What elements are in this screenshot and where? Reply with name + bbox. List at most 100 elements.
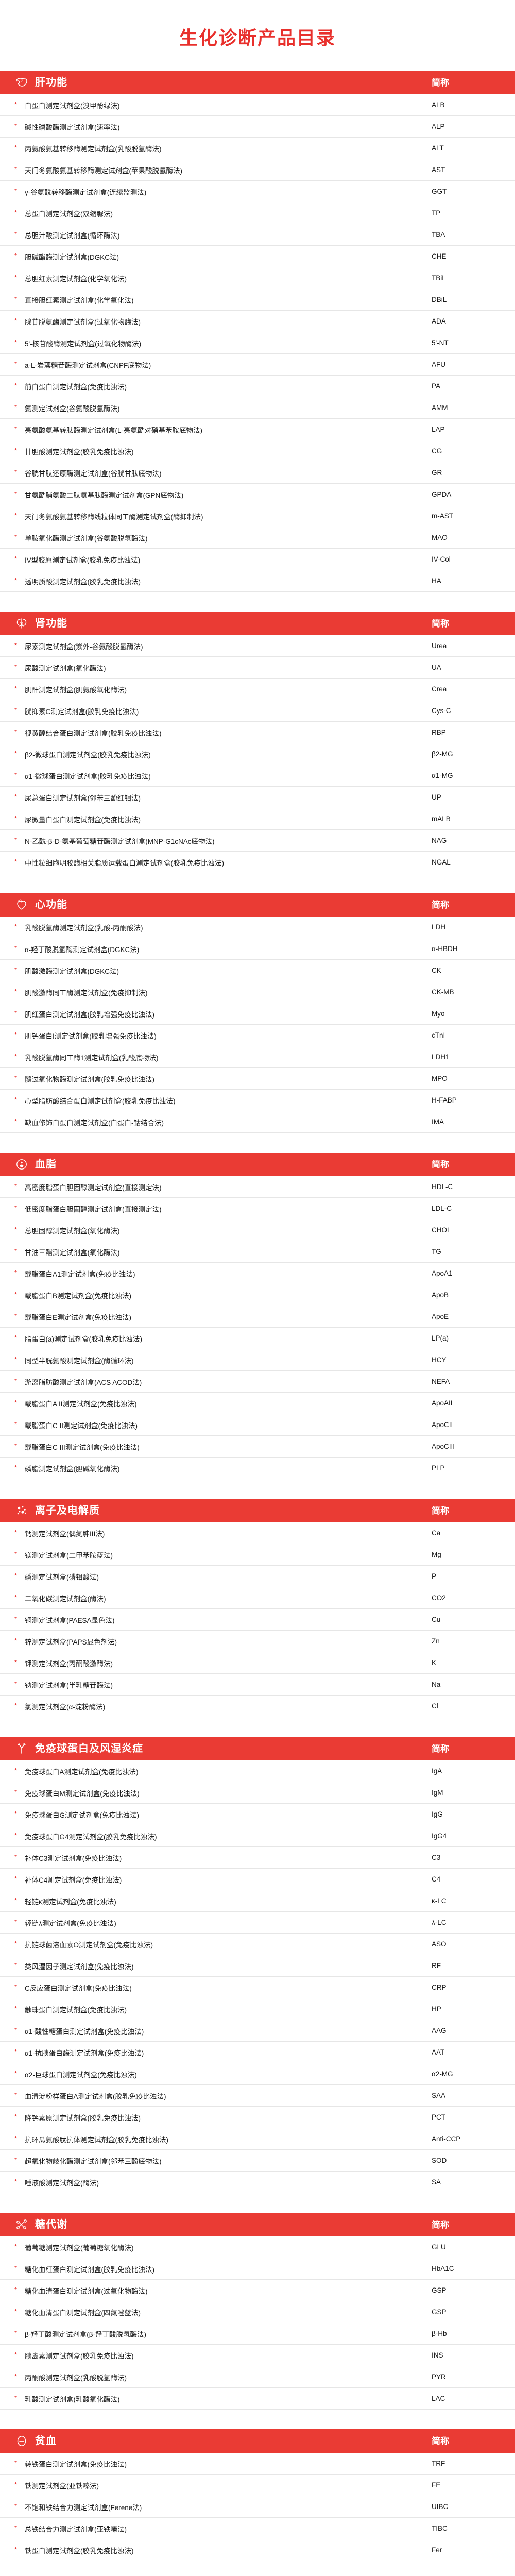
table-row[interactable]: * 低密度脂蛋白胆固醇测定试剂盒(直接测定法) LDL-C xyxy=(0,1198,515,1220)
table-row[interactable]: * 类风湿因子测定试剂盒(免疫比浊法) RF xyxy=(0,1955,515,1977)
table-row[interactable]: * 胰岛素测定试剂盒(胶乳免疫比浊法) INS xyxy=(0,2345,515,2367)
table-row[interactable]: * 游离脂肪酸测定试剂盒(ACS ACOD法) NEFA xyxy=(0,1371,515,1393)
table-row[interactable]: * a-L-岩藻糖苷酶测定试剂盒(CNPF底物法) AFU xyxy=(0,354,515,376)
table-row[interactable]: * 胆碱酯酶测定试剂盒(DGKC法) CHE xyxy=(0,246,515,268)
table-row[interactable]: * 乳酸脱氢酶同工酶1测定试剂盒(乳酸底物法) LDH1 xyxy=(0,1046,515,1069)
table-row[interactable]: * β2-微球蛋白测定试剂盒(胶乳免疫比浊法) β2-MG xyxy=(0,743,515,766)
table-row[interactable]: * 甘油三酯测定试剂盒(氧化酶法) TG xyxy=(0,1241,515,1263)
table-row[interactable]: * 铁测定试剂盒(亚铁嗪法) FE xyxy=(0,2475,515,2497)
table-row[interactable]: * 前白蛋白测定试剂盒(免疫比浊法) PA xyxy=(0,376,515,398)
table-row[interactable]: * 尿素测定试剂盒(紫外-谷氨酸脱氢酶法) Urea xyxy=(0,635,515,657)
table-row[interactable]: * 直接胆红素测定试剂盒(化学氧化法) DBiL xyxy=(0,289,515,311)
table-row[interactable]: * 糖化血清蛋白测定试剂盒(四氮唑蓝法) GSP xyxy=(0,2301,515,2324)
table-row[interactable]: * 抗链球菌溶血素O测定试剂盒(免疫比浊法) ASO xyxy=(0,1934,515,1956)
table-row[interactable]: * N-乙酰-β-D-氨基葡萄糖苷酶测定试剂盒(MNP-G1cNAc底物法) NAG xyxy=(0,830,515,852)
table-row[interactable]: * 载脂蛋白C II测定试剂盒(免疫比浊法) ApoCII xyxy=(0,1414,515,1436)
table-row[interactable]: * 轻链λ测定试剂盒(免疫比浊法) λ-LC xyxy=(0,1912,515,1934)
table-row[interactable]: * 轻链κ测定试剂盒(免疫比浊法) κ-LC xyxy=(0,1890,515,1912)
table-row[interactable]: * 甘胆酸测定试剂盒(胶乳免疫比浊法) CG xyxy=(0,440,515,463)
table-row[interactable]: * 髓过氧化物酶测定试剂盒(胶乳免疫比浊法) MPO xyxy=(0,1068,515,1090)
table-row[interactable]: * 抗环瓜氨酸肽抗体测定试剂盒(胶乳免疫比浊法) Anti-CCP xyxy=(0,2128,515,2150)
table-row[interactable]: * 亮氨酸氨基转肽酶测定试剂盒(L-亮氨酰对硝基苯胺底物法) LAP xyxy=(0,419,515,441)
table-row[interactable]: * 磷测定试剂盒(磷钼酸法) P xyxy=(0,1566,515,1588)
table-row[interactable]: * 尿微量白蛋白测定试剂盒(免疫比浊法) mALB xyxy=(0,808,515,831)
table-row[interactable]: * β-羟丁酸测定试剂盒(β-羟丁酸脱氢酶法) β-Hb xyxy=(0,2323,515,2345)
table-row[interactable]: * 唾液酸测定试剂盒(酶法) SA xyxy=(0,2172,515,2194)
table-row[interactable]: * 补体C4测定试剂盒(免疫比浊法) C4 xyxy=(0,1869,515,1891)
table-row[interactable]: * 单胺氧化酶测定试剂盒(谷氨酸脱氢酶法) MAO xyxy=(0,527,515,549)
table-row[interactable]: * 中性粒细胞明胶酶相关脂质运载蛋白测定试剂盒(胶乳免疫比浊法) NGAL xyxy=(0,852,515,874)
table-row[interactable]: * 载脂蛋白E测定试剂盒(免疫比浊法) ApoE xyxy=(0,1306,515,1328)
table-row[interactable]: * 心型脂肪酸结合蛋白测定试剂盒(胶乳免疫比浊法) H-FABP xyxy=(0,1090,515,1112)
table-row[interactable]: * 糖化血清蛋白测定试剂盒(过氧化物酶法) GSP xyxy=(0,2280,515,2302)
table-row[interactable]: * α1-酸性糖蛋白测定试剂盒(免疫比浊法) AAG xyxy=(0,2020,515,2042)
table-row[interactable]: * 载脂蛋白A1测定试剂盒(免疫比浊法) ApoA1 xyxy=(0,1263,515,1285)
table-row[interactable]: * 肌酸激酶同工酶测定试剂盒(免疫抑制法) CK-MB xyxy=(0,981,515,1004)
table-row[interactable]: * 钙测定试剂盒(偶氮胂III法) Ca xyxy=(0,1522,515,1545)
table-row[interactable]: * 同型半胱氨酸测定试剂盒(酶循环法) HCY xyxy=(0,1349,515,1371)
table-row[interactable]: * 肌酸激酶测定试剂盒(DGKC法) CK xyxy=(0,960,515,982)
table-row[interactable]: * 白蛋白测定试剂盒(溴甲酚绿法) ALB xyxy=(0,94,515,116)
table-row[interactable]: * 肌酐测定试剂盒(肌氨酸氧化酶法) Crea xyxy=(0,679,515,701)
table-row[interactable]: * 尿总蛋白测定试剂盒(邻苯三酚红钼法) UP xyxy=(0,787,515,809)
table-row[interactable]: * α-羟丁酸脱氢酶测定试剂盒(DGKC法) α-HBDH xyxy=(0,938,515,960)
table-row[interactable]: * 高密度脂蛋白胆固醇测定试剂盒(直接测定法) HDL-C xyxy=(0,1176,515,1198)
table-row[interactable]: * 丙氨酸氨基转移酶测定试剂盒(乳酸脱氢酶法) ALT xyxy=(0,138,515,160)
table-row[interactable]: * 5'-核苷酸酶测定试剂盒(过氧化物酶法) 5'-NT xyxy=(0,332,515,354)
table-row[interactable]: * 免疫球蛋白G4测定试剂盒(胶乳免疫比浊法) IgG4 xyxy=(0,1825,515,1848)
table-row[interactable]: * 磷脂测定试剂盒(胆碱氧化酶法) PLP xyxy=(0,1458,515,1480)
table-row[interactable]: * IV型胶原测定试剂盒(胶乳免疫比浊法) IV-Col xyxy=(0,549,515,571)
table-row[interactable]: * 触珠蛋白测定试剂盒(免疫比浊法) HP xyxy=(0,1998,515,2021)
table-row[interactable]: * 总蛋白测定试剂盒(双缩脲法) TP xyxy=(0,202,515,225)
table-row[interactable]: * 尿酸测定试剂盒(氧化酶法) UA xyxy=(0,657,515,679)
table-row[interactable]: * 载脂蛋白B测定试剂盒(免疫比浊法) ApoB xyxy=(0,1284,515,1307)
table-row[interactable]: * 碱性磷酸酶测定试剂盒(速率法) ALP xyxy=(0,116,515,138)
table-row[interactable]: * 视黄醇结合蛋白测定试剂盒(胶乳免疫比浊法) RBP xyxy=(0,722,515,744)
table-row[interactable]: * 免疫球蛋白M测定试剂盒(免疫比浊法) IgM xyxy=(0,1782,515,1804)
table-row[interactable]: * 天门冬氨酸氨基转移酶线粒体同工酶测定试剂盒(酶抑制法) m-AST xyxy=(0,505,515,528)
table-row[interactable]: * 葡萄糖测定试剂盒(葡萄糖氧化酶法) GLU xyxy=(0,2236,515,2259)
table-row[interactable]: * 肌钙蛋白I测定试剂盒(胶乳增强免疫比浊法) cTnI xyxy=(0,1025,515,1047)
table-row[interactable]: * 腺苷脱氨酶测定试剂盒(过氧化物酶法) ADA xyxy=(0,311,515,333)
table-row[interactable]: * 载脂蛋白A II测定试剂盒(免疫比浊法) ApoAII xyxy=(0,1393,515,1415)
table-row[interactable]: * 甘氨酰脯氨酸二肽氨基肽酶测定试剂盒(GPN底物法) GPDA xyxy=(0,484,515,506)
table-row[interactable]: * 总胆汁酸测定试剂盒(循环酶法) TBA xyxy=(0,224,515,246)
table-row[interactable]: * 总铁结合力测定试剂盒(亚铁嗪法) TIBC xyxy=(0,2518,515,2540)
table-row[interactable]: * 免疫球蛋白A测定试剂盒(免疫比浊法) IgA xyxy=(0,1760,515,1783)
table-row[interactable]: * 超氧化物歧化酶测定试剂盒(邻苯三酚底物法) SOD xyxy=(0,2150,515,2172)
table-row[interactable]: * 谷胱甘肽还原酶测定试剂盒(谷胱甘肽底物法) GR xyxy=(0,462,515,484)
table-row[interactable]: * 铁蛋白测定试剂盒(胶乳免疫比浊法) Fer xyxy=(0,2539,515,2562)
table-row[interactable]: * 载脂蛋白C III测定试剂盒(免疫比浊法) ApoCIII xyxy=(0,1436,515,1458)
table-row[interactable]: * 丙酮酸测定试剂盒(乳酸脱氢酶法) PYR xyxy=(0,2366,515,2388)
table-row[interactable]: * 转铁蛋白测定试剂盒(免疫比浊法) TRF xyxy=(0,2453,515,2475)
table-row[interactable]: * γ-谷氨酰转移酶测定试剂盒(连续监测法) GGT xyxy=(0,181,515,203)
table-row[interactable]: * 总胆红素测定试剂盒(化学氧化法) TBiL xyxy=(0,267,515,290)
table-row[interactable]: * 降钙素原测定试剂盒(胶乳免疫比浊法) PCT xyxy=(0,2107,515,2129)
table-row[interactable]: * 脂蛋白(a)测定试剂盒(胶乳免疫比浊法) LP(a) xyxy=(0,1328,515,1350)
table-row[interactable]: * α1-微球蛋白测定试剂盒(胶乳免疫比浊法) α1-MG xyxy=(0,765,515,787)
table-row[interactable]: * 胱抑素C测定试剂盒(胶乳免疫比浊法) Cys-C xyxy=(0,700,515,722)
table-row[interactable]: * α1-抗胰蛋白酶测定试剂盒(免疫比浊法) AAT xyxy=(0,2042,515,2064)
table-row[interactable]: * 血清淀粉样蛋白A测定试剂盒(胶乳免疫比浊法) SAA xyxy=(0,2085,515,2107)
table-row[interactable]: * 钠测定试剂盒(半乳糖苷酶法) Na xyxy=(0,1674,515,1696)
table-row[interactable]: * 镁测定试剂盒(二甲苯胺蓝法) Mg xyxy=(0,1544,515,1566)
table-row[interactable]: * C反应蛋白测定试剂盒(免疫比浊法) CRP xyxy=(0,1977,515,1999)
table-row[interactable]: * 氨测定试剂盒(谷氨酸脱氢酶法) AMM xyxy=(0,397,515,419)
table-row[interactable]: * 免疫球蛋白G测定试剂盒(免疫比浊法) IgG xyxy=(0,1804,515,1826)
table-row[interactable]: * 天门冬氨酸氨基转移酶测定试剂盒(苹果酸脱氢酶法) AST xyxy=(0,159,515,181)
table-row[interactable]: * 锌测定试剂盒(PAPS显色剂法) Zn xyxy=(0,1631,515,1653)
table-row[interactable]: * 钾测定试剂盒(丙酮酸激酶法) K xyxy=(0,1652,515,1674)
table-row[interactable]: * 透明质酸测定试剂盒(胶乳免疫比浊法) HA xyxy=(0,570,515,592)
table-row[interactable]: * 糖化血红蛋白测定试剂盒(胶乳免疫比浊法) HbA1C xyxy=(0,2258,515,2280)
table-row[interactable]: * 总胆固醇测定试剂盒(氧化酶法) CHOL xyxy=(0,1219,515,1242)
table-row[interactable]: * 乳酸脱氢酶测定试剂盒(乳酸-丙酮酸法) LDH xyxy=(0,917,515,939)
table-row[interactable]: * 氯测定试剂盒(α-淀粉酶法) Cl xyxy=(0,1696,515,1718)
table-row[interactable]: * 二氧化碳测定试剂盒(酶法) CO2 xyxy=(0,1587,515,1609)
table-row[interactable]: * 乳酸测定试剂盒(乳酸氧化酶法) LAC xyxy=(0,2388,515,2410)
table-row[interactable]: * 补体C3测定试剂盒(免疫比浊法) C3 xyxy=(0,1847,515,1869)
table-row[interactable]: * 缺血修饰白蛋白测定试剂盒(白蛋白-钴结合法) IMA xyxy=(0,1111,515,1133)
table-row[interactable]: * α2-巨球蛋白测定试剂盒(免疫比浊法) α2-MG xyxy=(0,2063,515,2086)
table-row[interactable]: * 肌红蛋白测定试剂盒(胶乳增强免疫比浊法) Myo xyxy=(0,1003,515,1025)
table-row[interactable]: * 铜测定试剂盒(PAESA显色法) Cu xyxy=(0,1609,515,1631)
table-row[interactable]: * 不饱和铁结合力测定试剂盒(Ferene法) UIBC xyxy=(0,2496,515,2518)
